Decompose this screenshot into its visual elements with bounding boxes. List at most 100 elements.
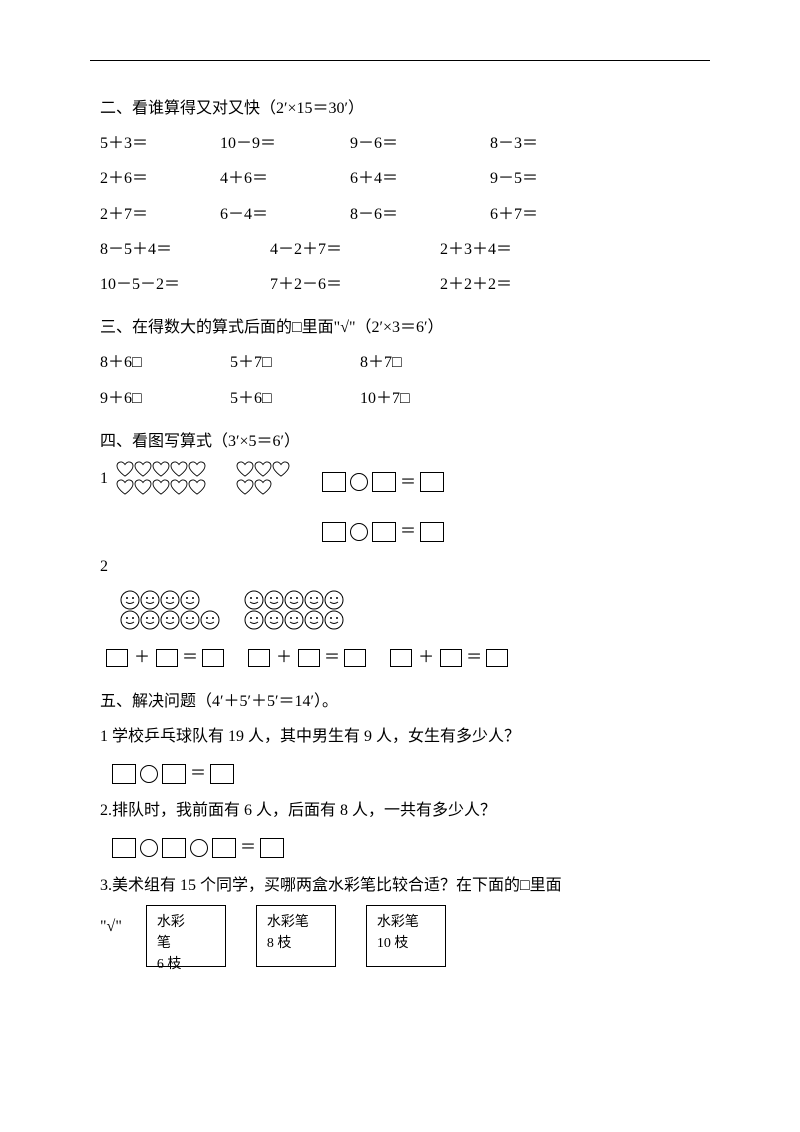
smiley-icon [244, 610, 264, 630]
arithmetic-problem: 8－5＋4＝ [100, 232, 270, 267]
smiley-group-2 [244, 590, 344, 630]
heart-icon [152, 479, 170, 495]
smiley-icon [264, 590, 284, 610]
arithmetic-problem: 8－6＝ [350, 197, 490, 232]
arithmetic-problem: 9－6＝ [350, 126, 490, 161]
section4-q2: 2 ＋ ＝ ＋ ＝ ＋ [100, 549, 700, 675]
arithmetic-problem: 2＋7＝ [100, 197, 220, 232]
blank-box [162, 764, 186, 784]
blank-box [210, 764, 234, 784]
smiley-icon [180, 610, 200, 630]
box2-line2: 8 枝 [267, 933, 325, 954]
blank-box [372, 472, 396, 492]
arithmetic-problem: 8－3＝ [490, 126, 610, 161]
pencil-box-1: 水彩 笔 6 枝 [146, 905, 226, 967]
smiley-icon [304, 590, 324, 610]
smiley-icon [244, 590, 264, 610]
operator-circle [140, 765, 158, 783]
q4-1-label: 1 [100, 461, 108, 496]
page-top-line [90, 60, 710, 61]
comparison-problem: 8＋6□ [100, 345, 230, 380]
blank-box [322, 522, 346, 542]
operator-circle [350, 473, 368, 491]
section3-title: 三、在得数大的算式后面的□里面"√"（2′×3＝6′） [100, 310, 700, 345]
equals-sign: ＝ [182, 640, 198, 675]
plus-sign: ＋ [418, 640, 434, 675]
blank-box [440, 649, 462, 667]
blank-box [372, 522, 396, 542]
plus-sign: ＋ [276, 640, 292, 675]
smiley-icon [304, 610, 324, 630]
smiley-icon [284, 610, 304, 630]
arithmetic-problem: 2＋2＋2＝ [440, 267, 610, 302]
q4-1-equations: ＝ ＝ [320, 461, 446, 549]
arithmetic-problem: 4－2＋7＝ [270, 232, 440, 267]
blank-box [420, 472, 444, 492]
comparison-problem: 5＋6□ [230, 381, 360, 416]
box3-line1: 水彩笔 [377, 912, 435, 933]
blank-box [260, 838, 284, 858]
heart-icon [116, 461, 134, 477]
smiley-icon [324, 610, 344, 630]
heart-group-2 [236, 461, 290, 495]
smiley-icon [180, 590, 200, 610]
arithmetic-problem: 5＋3＝ [100, 126, 220, 161]
equals-sign: ＝ [324, 640, 340, 675]
section5-q3: 3.美术组有 15 个同学，买哪两盒水彩笔比较合适？在下面的□里面 [100, 868, 700, 903]
heart-icon [152, 461, 170, 477]
section3-problems: 8＋6□5＋7□8＋7□9＋6□5＋6□10＋7□ [100, 345, 700, 415]
arithmetic-problem: 9－5＝ [490, 161, 610, 196]
problem-row: 8－5＋4＝4－2＋7＝2＋3＋4＝ [100, 232, 700, 267]
blank-box [248, 649, 270, 667]
arithmetic-problem: 6－4＝ [220, 197, 350, 232]
heart-icon [134, 461, 152, 477]
arithmetic-problem: 10－5－2＝ [100, 267, 270, 302]
q5-2-equation: ＝ [110, 830, 700, 865]
section5-q1: 1 学校乒乓球队有 19 人，其中男生有 9 人，女生有多少人？ [100, 719, 700, 754]
heart-icon [134, 479, 152, 495]
blank-box [298, 649, 320, 667]
heart-icon [272, 461, 290, 477]
section2-problems: 5＋3＝10－9＝9－6＝8－3＝2＋6＝4＋6＝6＋4＝9－5＝2＋7＝6－4… [100, 126, 700, 302]
smiley-icon [140, 590, 160, 610]
equals-sign: ＝ [240, 830, 256, 865]
comparison-problem: 8＋7□ [360, 345, 490, 380]
smiley-icon [140, 610, 160, 630]
arithmetic-problem: 6＋7＝ [490, 197, 610, 232]
heart-icon [236, 479, 254, 495]
heart-icon [236, 461, 254, 477]
blank-box [390, 649, 412, 667]
blank-box [344, 649, 366, 667]
equals-sign: ＝ [190, 756, 206, 791]
box1-line1: 水彩 [157, 912, 215, 933]
section2-title: 二、看谁算得又对又快（2′×15＝30′） [100, 91, 700, 126]
heart-icon [116, 479, 134, 495]
comparison-problem: 5＋7□ [230, 345, 360, 380]
heart-group-1 [116, 461, 206, 495]
equals-sign: ＝ [400, 465, 416, 500]
section5-q2: 2.排队时，我前面有 6 人，后面有 8 人，一共有多少人？ [100, 793, 700, 828]
heart-icon [170, 461, 188, 477]
comparison-problem: 9＋6□ [100, 381, 230, 416]
problem-row: 2＋6＝4＋6＝6＋4＝9－5＝ [100, 161, 700, 196]
arithmetic-problem: 6＋4＝ [350, 161, 490, 196]
section5-title: 五、解决问题（4′＋5′＋5′＝14′）。 [100, 684, 700, 719]
q5-1-equation: ＝ [110, 756, 700, 791]
operator-circle [140, 839, 158, 857]
arithmetic-problem: 2＋6＝ [100, 161, 220, 196]
blank-box [112, 838, 136, 858]
blank-box [202, 649, 224, 667]
smiley-icon [120, 610, 140, 630]
smiley-icon [284, 590, 304, 610]
heart-icon [254, 461, 272, 477]
blank-box [486, 649, 508, 667]
comparison-problem: 10＋7□ [360, 381, 490, 416]
equals-sign: ＝ [466, 640, 482, 675]
arithmetic-problem: 7＋2－6＝ [270, 267, 440, 302]
box2-line1: 水彩笔 [267, 912, 325, 933]
heart-icon [188, 461, 206, 477]
q4-2-equations: ＋ ＝ ＋ ＝ ＋ ＝ [104, 636, 700, 675]
smiley-icon [160, 610, 180, 630]
problem-row: 8＋6□5＋7□8＋7□ [100, 345, 700, 380]
tick-label: "√" [100, 909, 122, 944]
